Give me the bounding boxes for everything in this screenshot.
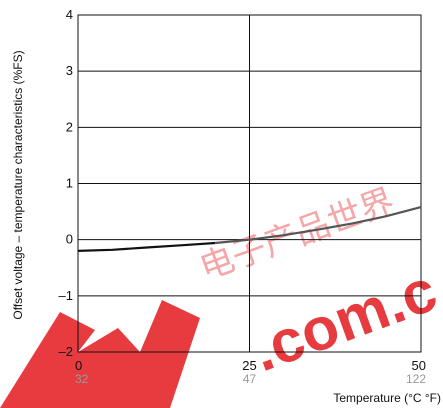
y-tick-label: –2 (59, 344, 73, 359)
x-tick-label-fahrenheit: 122 (406, 372, 426, 386)
y-tick-label: 2 (66, 119, 73, 134)
x-axis-label: Temperature (°C °F) (333, 391, 441, 405)
x-tick-label: 0 (75, 358, 82, 373)
x-tick-label-fahrenheit: 47 (243, 372, 257, 386)
y-tick-label: 1 (66, 176, 73, 191)
plot-frame (77, 14, 422, 353)
y-axis-label: Offset voltage – temperature characteris… (11, 50, 25, 319)
x-tick-label: 25 (242, 358, 256, 373)
x-tick-label-fahrenheit: 32 (75, 372, 89, 386)
y-tick-label: 0 (66, 232, 73, 247)
data-series (77, 206, 422, 252)
y-tick-label: 4 (66, 7, 73, 22)
series-line-left (77, 241, 216, 252)
y-tick-label: –1 (59, 288, 73, 303)
watermark-chinese: 电子产品世界 (194, 181, 399, 288)
y-tick-labels: 4 3 2 1 0 –1 –2 (59, 7, 73, 359)
series-line-right (215, 206, 422, 245)
x-tick-label: 50 (412, 358, 426, 373)
y-tick-label: 3 (66, 63, 73, 78)
watermark-logo-shape (0, 300, 200, 408)
chart-grid (78, 15, 421, 352)
